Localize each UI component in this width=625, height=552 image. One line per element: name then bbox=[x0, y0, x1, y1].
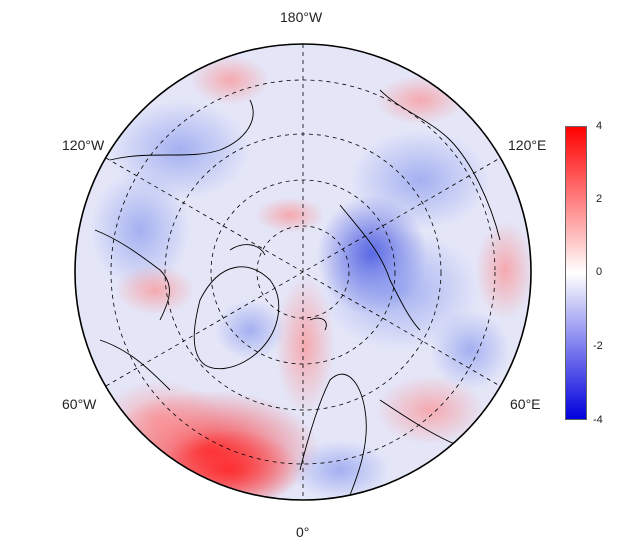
lon-label-180w: 180°W bbox=[280, 9, 323, 25]
lon-label-120e: 120°E bbox=[508, 137, 547, 153]
colorbar-tick-4: 4 bbox=[596, 120, 603, 132]
lon-label-60e: 60°E bbox=[510, 396, 541, 412]
lon-label-60w: 60°W bbox=[62, 396, 97, 412]
colorbar bbox=[565, 126, 587, 420]
coastlines bbox=[94, 89, 501, 496]
anomaly-field bbox=[75, 44, 531, 500]
graticule bbox=[105, 44, 501, 500]
lon-label-120w: 120°W bbox=[62, 137, 105, 153]
map-boundary bbox=[74, 43, 532, 501]
colorbar-tick-0: 0 bbox=[596, 266, 603, 278]
colorbar-tick-neg4: -4 bbox=[593, 414, 603, 426]
colorbar-tick-neg2: -2 bbox=[593, 340, 603, 352]
colorbar-tick-2: 2 bbox=[596, 193, 603, 205]
lon-label-0: 0° bbox=[296, 524, 310, 540]
